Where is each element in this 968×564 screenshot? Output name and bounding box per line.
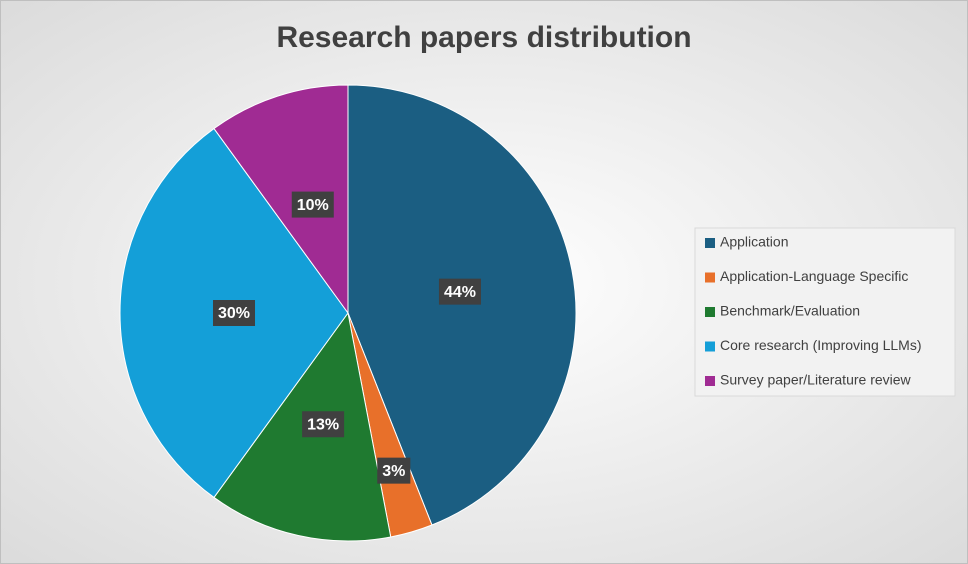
pie-slice [213,84,349,315]
value-label-box [438,278,481,305]
legend-label: Benchmark/Evaluation [720,303,860,319]
pie-slice [347,84,577,526]
legend-swatch [705,376,715,386]
value-label-box [291,191,334,218]
legend-label: Application [720,234,789,250]
legend-swatch [705,238,715,248]
legend [694,227,956,397]
value-label-box [212,300,256,326]
value-label-box [377,457,411,484]
value-label: 10% [297,197,329,214]
legend-label: Application-Language Specific [720,268,908,284]
legend-label: Survey paper/Literature review [720,372,912,388]
legend-swatch [705,272,715,283]
legend-swatch [705,307,715,317]
legend-label: Core research (Improving LLMs) [720,337,922,353]
value-label-box [302,411,345,438]
chart-title: Research papers distribution [276,21,691,54]
value-label: 44% [444,284,476,301]
value-label: 3% [382,463,405,480]
legend-swatch [705,341,715,352]
value-label: 30% [218,305,250,322]
value-label: 13% [307,416,339,433]
